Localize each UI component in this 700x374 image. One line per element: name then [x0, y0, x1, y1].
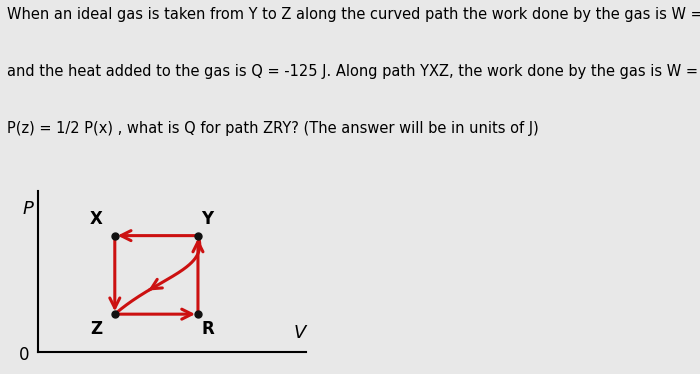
Text: When an ideal gas is taken from Y to Z along the curved path the work done by th: When an ideal gas is taken from Y to Z a… [7, 7, 700, 22]
Text: 0: 0 [20, 346, 30, 364]
Text: V: V [293, 324, 306, 342]
Text: Y: Y [201, 210, 214, 228]
Text: Z: Z [90, 320, 102, 338]
Text: X: X [90, 210, 102, 228]
Text: P: P [22, 200, 34, 218]
Text: R: R [201, 320, 214, 338]
Text: P(z) = 1/2 P(x) , what is Q for path ZRY? (The answer will be in units of J): P(z) = 1/2 P(x) , what is Q for path ZRY… [7, 121, 539, 136]
Text: and the heat added to the gas is Q = -125 J. Along path YXZ, the work done by th: and the heat added to the gas is Q = -12… [7, 64, 700, 79]
